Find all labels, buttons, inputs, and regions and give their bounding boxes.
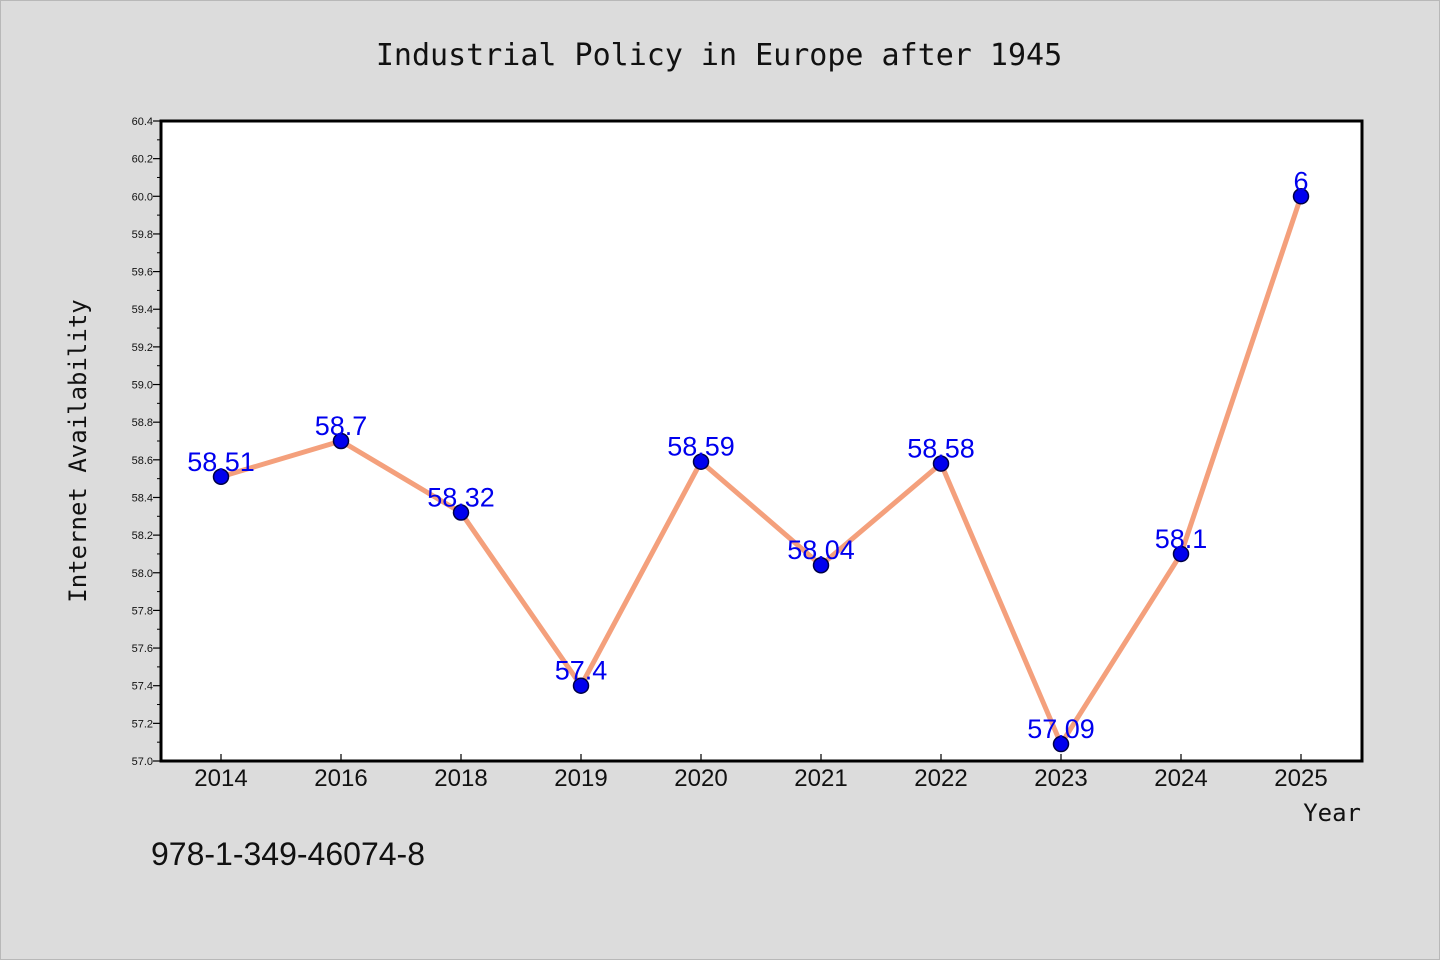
- y-tick-label: 59.4: [132, 304, 153, 316]
- x-axis-ticks: 2014 2016 2018 2019 2020 2021 2022 2023 2024 2025: [194, 754, 1328, 792]
- y-tick-label: 58.0: [132, 568, 153, 580]
- y-tick-label: 57.0: [132, 756, 153, 768]
- data-point: [1292, 188, 1310, 205]
- y-tick-label: 57.8: [132, 605, 153, 617]
- y-axis-title: Internet Availability: [64, 299, 92, 602]
- y-tick-label: 60.2: [132, 154, 153, 166]
- y-tick-label: 58.2: [132, 530, 153, 542]
- y-tick-label: 58.4: [132, 492, 153, 504]
- data-label: 58.7: [315, 411, 368, 441]
- data-label: 58.04: [787, 535, 855, 565]
- y-tick-label: 60.4: [132, 116, 153, 128]
- y-tick-label: 58.8: [132, 417, 153, 429]
- data-label: 58.59: [667, 432, 735, 462]
- data-label: 57.4: [555, 656, 608, 686]
- y-tick-label: 57.4: [132, 681, 153, 693]
- x-tick-label: 2024: [1154, 765, 1207, 792]
- y-tick-label: 59.6: [132, 267, 153, 279]
- data-point: [212, 468, 230, 486]
- x-tick-label: 2025: [1274, 765, 1327, 792]
- data-label: 57.09: [1027, 714, 1095, 744]
- x-tick-label: 2016: [314, 765, 367, 792]
- data-label: 58.1: [1155, 524, 1208, 554]
- x-tick-label: 2020: [674, 765, 727, 792]
- x-tick-label: 2019: [554, 765, 607, 792]
- data-point: [452, 504, 470, 521]
- series-group: [212, 188, 1310, 753]
- x-tick-label: 2022: [914, 765, 967, 792]
- x-axis-title: Year: [1303, 799, 1361, 827]
- data-label: 58.58: [907, 434, 975, 464]
- y-tick-label: 59.8: [132, 229, 153, 241]
- x-tick-label: 2023: [1034, 765, 1087, 792]
- data-label: 58.32: [427, 483, 495, 513]
- data-point: [332, 432, 350, 450]
- y-tick-label: 57.2: [132, 718, 153, 730]
- data-point: [932, 455, 950, 472]
- x-tick-label: 2014: [194, 765, 247, 792]
- x-tick-label: 2018: [434, 765, 487, 792]
- data-label: 58.51: [187, 447, 255, 477]
- y-tick-label: 57.6: [132, 643, 153, 655]
- isbn-footer: 978-1-349-46074-8: [151, 836, 425, 872]
- data-labels-group: 58.51 58.7 58.32 57.4 58.59 58.04 58.58 57.09 58…: [187, 166, 1308, 744]
- y-tick-label: 60.0: [132, 191, 153, 203]
- y-axis-ticks: 57.0 57.2 57.4 57.6 57.8 58.0 58.2 58.4 58.6 58.8…: [132, 116, 161, 768]
- data-point: [1172, 545, 1190, 563]
- data-label: 6: [1293, 166, 1308, 196]
- y-tick-label: 59.0: [132, 380, 153, 392]
- data-point: [812, 556, 830, 574]
- y-tick-label: 58.6: [132, 455, 153, 467]
- chart-title: Industrial Policy in Europe after 1945: [376, 38, 1062, 73]
- x-tick-label: 2021: [794, 765, 847, 792]
- data-point: [692, 453, 710, 470]
- series-line: [218, 193, 1304, 747]
- data-point: [1052, 735, 1070, 753]
- y-tick-label: 59.2: [132, 342, 153, 354]
- plot-area: [159, 119, 1364, 763]
- data-point: [572, 677, 590, 694]
